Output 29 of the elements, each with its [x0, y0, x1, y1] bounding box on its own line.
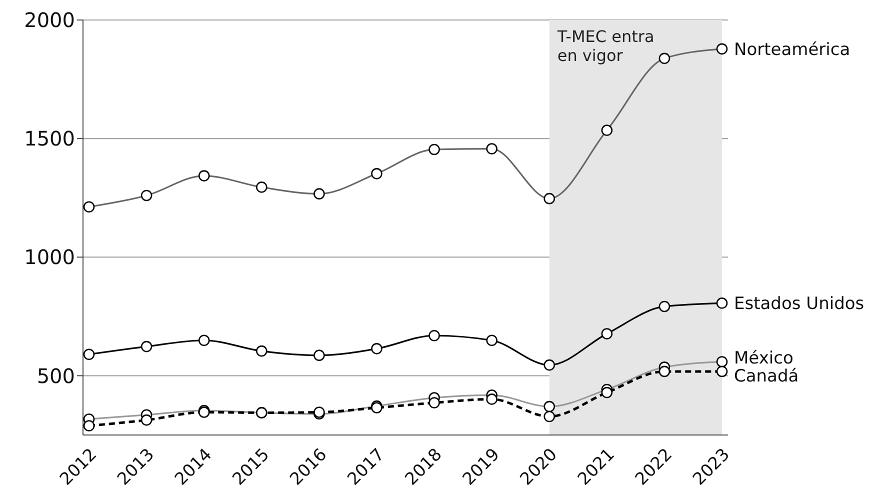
point: [140, 414, 152, 426]
series-label: Canadá: [734, 366, 799, 387]
point: [486, 334, 498, 346]
point: [601, 328, 613, 340]
series-label: México: [734, 348, 794, 369]
point: [256, 345, 268, 357]
point: [658, 300, 670, 312]
point: [544, 410, 556, 422]
point: [428, 330, 440, 342]
point: [371, 343, 382, 354]
series-label: Norteamérica: [734, 40, 850, 60]
y-tick-label: 1000: [24, 245, 75, 270]
point: [486, 394, 498, 405]
y-tick-label: 1500: [24, 126, 75, 151]
point: [83, 420, 95, 432]
band-label: T-MEC entra en vigor: [556, 27, 654, 66]
point: [601, 386, 613, 398]
point: [716, 298, 728, 309]
point: [658, 366, 670, 378]
point: [83, 348, 95, 360]
point: [140, 340, 152, 352]
point: [314, 350, 325, 361]
point: [716, 366, 728, 378]
point: [198, 334, 210, 346]
series-label: Estados Unidos: [734, 294, 864, 314]
point: [544, 359, 556, 371]
point: [428, 397, 440, 408]
y-tick-label: 500: [36, 364, 75, 388]
y-tick-label: 2000: [24, 8, 75, 32]
